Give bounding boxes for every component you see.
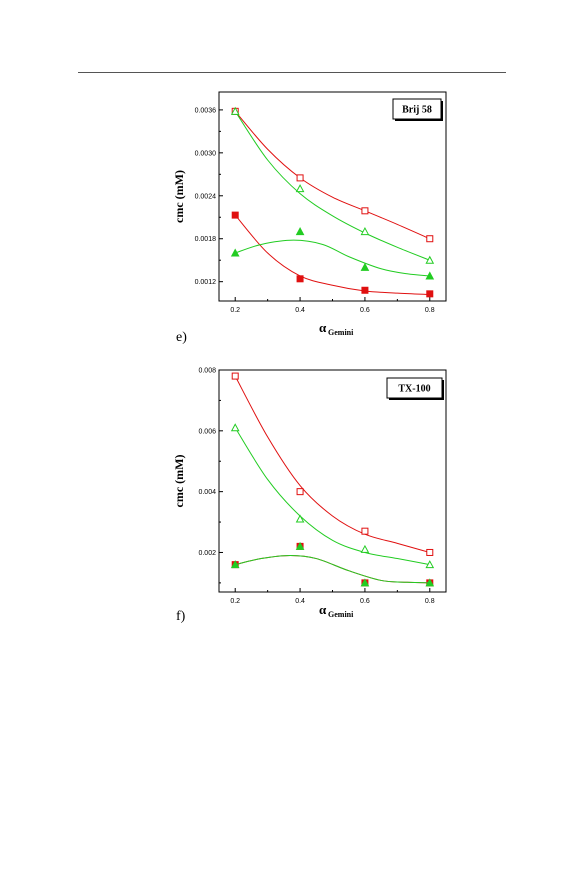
- x-axis-label-sub: Gemini: [328, 328, 354, 337]
- y-axis-label: cmc (mM): [172, 455, 186, 508]
- y-tick-label: 0.0024: [195, 193, 217, 200]
- series-line-filled-triangle: [235, 555, 430, 584]
- y-tick-label: 0.004: [198, 489, 216, 496]
- data-point-open-triangle: [295, 184, 305, 193]
- legend-box: [392, 98, 442, 120]
- x-tick-label: 0.4: [295, 598, 305, 605]
- y-tick-label: 0.0030: [195, 150, 217, 157]
- data-point-filled-square: [426, 290, 434, 298]
- x-tick-label: 0.6: [360, 307, 370, 314]
- data-point-filled-triangle: [230, 248, 240, 257]
- data-point-filled-triangle: [295, 227, 305, 236]
- header-rule: [78, 72, 506, 73]
- data-point-open-square: [426, 235, 434, 243]
- legend-label: Brij 58: [402, 105, 432, 116]
- series-line-open-triangle: [234, 427, 430, 566]
- x-tick-label: 0.6: [360, 598, 370, 605]
- data-point-open-square: [361, 207, 369, 215]
- data-point-open-triangle: [425, 255, 435, 264]
- series-line-open-triangle: [234, 111, 430, 261]
- data-point-open-triangle: [295, 514, 305, 523]
- plot-frame: [218, 369, 447, 593]
- legend-label: TX-100: [398, 384, 430, 395]
- data-point-filled-triangle: [360, 262, 370, 271]
- data-point-open-triangle: [425, 560, 435, 569]
- x-axis-label: α: [319, 602, 327, 617]
- y-tick-label: 0.0018: [195, 236, 217, 243]
- data-point-open-square: [296, 488, 304, 496]
- data-point-open-triangle: [360, 544, 370, 553]
- x-tick-label: 0.2: [230, 598, 240, 605]
- x-axis-label-sub: Gemini: [328, 610, 354, 619]
- x-tick-label: 0.2: [230, 307, 240, 314]
- series-line-filled-triangle: [235, 239, 430, 277]
- data-point-filled-triangle: [425, 578, 435, 587]
- y-tick-label: 0.0012: [195, 279, 217, 286]
- x-tick-label: 0.4: [295, 307, 305, 314]
- y-tick-label: 0.002: [198, 550, 216, 557]
- data-point-open-triangle: [230, 106, 240, 115]
- y-tick-label: 0.0036: [195, 107, 217, 114]
- series-line-filled-square: [234, 214, 430, 296]
- x-axis-label: α: [319, 320, 327, 335]
- x-tick-label: 0.8: [425, 598, 435, 605]
- panel-label-e: e): [176, 330, 187, 345]
- data-point-filled-triangle: [230, 560, 240, 569]
- data-point-open-triangle: [360, 227, 370, 236]
- data-point-filled-square: [296, 275, 304, 283]
- data-point-open-square: [231, 372, 239, 380]
- series-line-open-square: [234, 375, 430, 553]
- panel-label-f: f): [176, 609, 186, 624]
- data-point-open-triangle: [230, 423, 240, 432]
- data-point-filled-triangle: [295, 541, 305, 550]
- x-tick-label: 0.8: [425, 307, 435, 314]
- data-point-filled-triangle: [360, 578, 370, 587]
- y-tick-label: 0.008: [198, 368, 216, 375]
- data-point-filled-square: [361, 286, 369, 294]
- y-axis-label: cmc (mM): [172, 170, 186, 223]
- data-point-filled-square: [231, 211, 239, 219]
- y-tick-label: 0.006: [198, 428, 216, 435]
- data-point-open-square: [426, 548, 434, 556]
- data-point-filled-triangle: [425, 271, 435, 280]
- legend-box: [386, 377, 443, 399]
- series-line-open-square: [234, 111, 430, 240]
- data-point-open-square: [296, 174, 304, 182]
- data-point-open-square: [361, 527, 369, 535]
